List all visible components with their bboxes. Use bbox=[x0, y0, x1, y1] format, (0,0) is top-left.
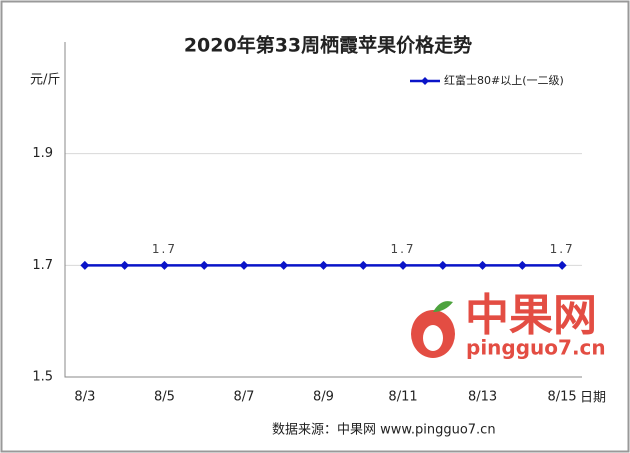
x-tick-label: 8/15 bbox=[548, 390, 577, 405]
watermark: 中果网 pingguo7.cn bbox=[411, 290, 606, 360]
y-tick-label: 1.7 bbox=[32, 258, 53, 273]
watermark-name: 中果网 bbox=[465, 290, 597, 341]
legend-marker bbox=[421, 77, 429, 85]
point bbox=[319, 260, 328, 270]
x-tick-label: 8/11 bbox=[388, 390, 417, 405]
x-axis-label: 日期 bbox=[580, 391, 606, 406]
x-tick-label: 8/3 bbox=[74, 390, 95, 405]
data-label: 1.7 bbox=[152, 242, 177, 256]
point bbox=[199, 260, 209, 270]
point bbox=[239, 260, 249, 270]
legend-label: 红富士80#以上(一二级) bbox=[444, 73, 564, 87]
y-tick-label: 1.9 bbox=[32, 146, 53, 161]
x-tick-label: 8/7 bbox=[234, 390, 255, 405]
y-axis-label: 元/斤 bbox=[30, 73, 60, 88]
source: 数据来源：中果网 www.pingguo7.cn bbox=[272, 423, 496, 438]
x-tick-label: 8/13 bbox=[468, 390, 497, 405]
watermark-site: pingguo7.cn bbox=[466, 336, 606, 360]
chart-title: 2020年第33周栖霞苹果价格走势 bbox=[184, 34, 472, 57]
point bbox=[557, 260, 567, 270]
apple-leaf bbox=[433, 301, 453, 312]
point bbox=[120, 260, 130, 270]
point bbox=[478, 260, 488, 270]
x-tick-label: 8/5 bbox=[154, 390, 175, 405]
point bbox=[279, 260, 289, 270]
point bbox=[438, 260, 448, 270]
point bbox=[517, 260, 527, 270]
y-tick-label: 1.5 bbox=[32, 370, 53, 385]
axes bbox=[64, 42, 582, 378]
data-label: 1.7 bbox=[550, 242, 575, 256]
point bbox=[398, 260, 408, 270]
apple-icon-core bbox=[423, 325, 443, 351]
x-tick-label: 8/9 bbox=[313, 390, 334, 405]
point bbox=[358, 260, 368, 270]
data-label: 1.7 bbox=[390, 242, 415, 256]
point bbox=[80, 260, 90, 270]
point bbox=[159, 260, 169, 270]
